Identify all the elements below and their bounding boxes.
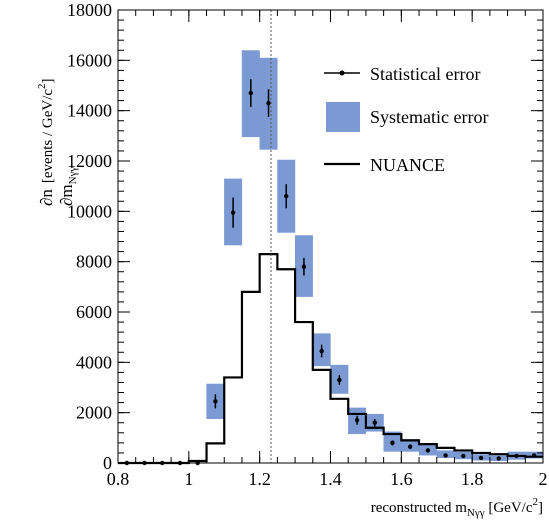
y-tick-label: 16000: [67, 50, 112, 70]
data-point: [461, 453, 466, 459]
legend-label-stat: Statistical error: [370, 64, 480, 84]
y-tick-label: 12000: [67, 151, 112, 171]
data-point: [248, 90, 254, 96]
data-point: [319, 348, 324, 354]
x-tick-label: 1: [184, 469, 193, 489]
data-point: [284, 194, 289, 199]
legend: Statistical error Systematic error NUANCE: [324, 64, 488, 175]
y-tick-label: 18000: [67, 0, 112, 20]
data-point: [266, 100, 271, 106]
y-tick-label: 6000: [76, 302, 112, 322]
data-point: [213, 399, 218, 404]
y-tick-label: 2000: [76, 403, 112, 423]
y-axis-label-text: ∂n[events / GeV/c2]: [36, 78, 56, 206]
y-axis-label-denominator: ∂mNγγ: [57, 167, 79, 206]
statistical-error-points: [124, 79, 537, 466]
legend-label-nuance: NUANCE: [370, 155, 445, 175]
x-tick-label: 1.4: [319, 469, 342, 489]
data-point: [390, 440, 395, 446]
data-point: [230, 210, 236, 215]
axes: 0.8 1 1.2 1.4 1.6 1.8 2 0 2000 4000 6000 8000 10000 1…: [67, 0, 548, 489]
x-axis-label: reconstructed mNγγ [GeV/c2]: [371, 496, 543, 519]
y-tick-label: 4000: [76, 352, 112, 372]
data-point: [425, 448, 431, 453]
y-tick-label: 14000: [67, 101, 112, 121]
y-tick-label: 0: [103, 453, 112, 473]
data-point: [443, 453, 448, 458]
x-tick-label: 2: [539, 469, 548, 489]
data-point: [407, 444, 413, 449]
data-point: [496, 456, 501, 461]
data-point: [514, 453, 519, 459]
legend-sys-swatch: [326, 102, 360, 132]
legend-stat-marker: [339, 70, 345, 76]
y-axis-label: ∂n[events / GeV/c2]: [36, 78, 56, 206]
data-point: [301, 264, 307, 269]
x-tick-label: 1.6: [390, 469, 413, 489]
data-point: [337, 377, 342, 383]
y-tick-label: 8000: [76, 252, 112, 272]
x-tick-label: 0.8: [107, 469, 130, 489]
y-tick-label: 10000: [67, 201, 112, 221]
data-point: [478, 455, 484, 461]
x-tick-label: 1.8: [461, 469, 484, 489]
data-point: [372, 420, 377, 425]
data-point: [531, 453, 537, 458]
data-point: [354, 418, 360, 423]
y-axis-label-denominator-text: ∂mNγγ: [57, 167, 79, 206]
x-tick-label: 1.2: [248, 469, 271, 489]
legend-label-sys: Systematic error: [370, 107, 488, 127]
